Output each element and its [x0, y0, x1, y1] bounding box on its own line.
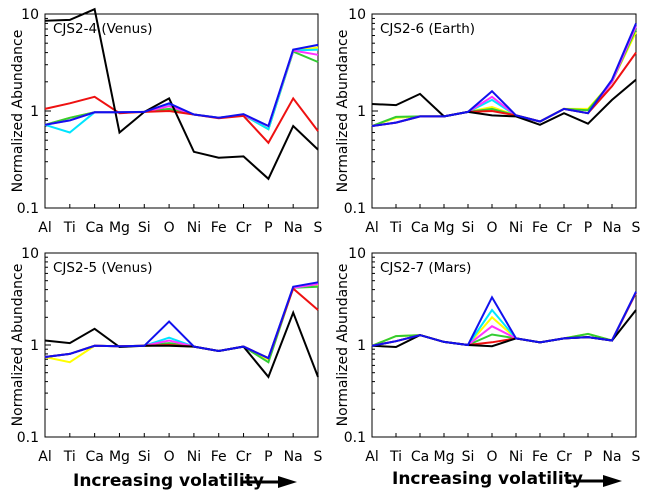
- x-tick-label: Si: [138, 220, 151, 236]
- y-tick-label: 0.1: [344, 430, 366, 446]
- series-line-black: [44, 309, 319, 379]
- x-tick-label: Ti: [63, 449, 76, 465]
- series-line-green: [44, 50, 319, 131]
- footer-label-right: Increasing volatility: [392, 469, 583, 489]
- panel-title: CJS2-5 (Venus): [53, 260, 153, 276]
- series-line-yellow: [44, 46, 319, 131]
- x-tick-label: Ti: [63, 220, 76, 236]
- series-line-black: [44, 7, 319, 181]
- x-tick-label: Ti: [389, 220, 402, 236]
- x-tick-label: Si: [462, 449, 475, 465]
- x-tick-label: O: [164, 449, 175, 465]
- x-tick-label: Ca: [411, 449, 429, 465]
- y-tick-label: 0.1: [17, 201, 39, 217]
- x-tick-label: Na: [284, 220, 303, 236]
- x-tick-label: Na: [284, 449, 303, 465]
- y-tick-label: 0.1: [17, 430, 39, 446]
- series-line-green: [371, 28, 637, 127]
- y-axis-title: Normalized Abundance: [335, 30, 351, 193]
- x-tick-label: Cr: [236, 220, 252, 236]
- y-tick-label: 10: [348, 7, 366, 23]
- x-tick-label: P: [264, 220, 272, 236]
- x-tick-label: Si: [138, 449, 151, 465]
- x-tick-label: Mg: [109, 220, 130, 236]
- right-arrow-icon: [242, 476, 297, 488]
- y-tick-label: 10: [21, 246, 39, 262]
- x-tick-label: Al: [38, 449, 51, 465]
- x-tick-label: Na: [602, 449, 621, 465]
- x-tick-label: P: [584, 220, 592, 236]
- x-tick-label: Mg: [434, 449, 455, 465]
- right-arrow-icon: [566, 475, 622, 487]
- chart-panel-1: 0.1 1 10 Al Ti Ca Mg Si O Ni Fe Cr P Na S Normalized Ab…: [10, 7, 323, 236]
- series-line-blue: [371, 291, 637, 347]
- series-line-cyan: [44, 48, 319, 134]
- y-tick-label: 1: [357, 338, 366, 354]
- chart-panel-4: 0.1 1 10 Al Ti Ca Mg Si O Ni Fe Cr P Na S Normalized Ab…: [335, 246, 641, 465]
- y-tick-label: 10: [21, 7, 39, 23]
- y-tick-label: 1: [30, 338, 39, 354]
- series-line-yellow: [44, 283, 319, 364]
- x-tick-label: Fe: [211, 220, 227, 236]
- x-tick-label: Mg: [109, 449, 130, 465]
- y-tick-label: 10: [348, 246, 366, 262]
- x-tick-label: P: [584, 449, 592, 465]
- y-tick-label: 0.1: [344, 201, 366, 217]
- y-tick-label: 1: [30, 104, 39, 120]
- plot-frame: [371, 252, 637, 438]
- x-tick-label: Al: [365, 449, 378, 465]
- x-tick-label: Fe: [532, 449, 548, 465]
- x-tick-label: Ca: [85, 449, 103, 465]
- x-tick-label: Mg: [434, 220, 455, 236]
- panel-title: CJS2-6 (Earth): [380, 21, 475, 37]
- series-line-blue: [371, 23, 637, 127]
- chart-panel-3: 0.1 1 10 Al Ti Ca Mg Si O Ni Fe Cr P Na S Normalized Ab…: [10, 246, 323, 465]
- x-tick-label: Ni: [509, 220, 523, 236]
- x-tick-label: Ca: [85, 220, 103, 236]
- x-tick-label: S: [632, 220, 641, 236]
- x-tick-label: Ni: [187, 449, 201, 465]
- x-tick-label: S: [314, 449, 323, 465]
- x-tick-label: Fe: [532, 220, 548, 236]
- y-tick-label: 1: [357, 104, 366, 120]
- footer-right: Increasing volatility: [392, 469, 622, 489]
- x-tick-label: Ni: [509, 449, 523, 465]
- panel-title: CJS2-4 (Venus): [53, 21, 153, 37]
- series-line-red: [44, 95, 319, 145]
- x-tick-label: Ni: [187, 220, 201, 236]
- chart-panel-2: 0.1 1 10 Al Ti Ca Mg Si O Ni Fe Cr P Na S Normalized Ab…: [335, 7, 641, 236]
- footer-left: Increasing volatility: [73, 471, 297, 491]
- x-tick-label: S: [314, 220, 323, 236]
- x-tick-label: Al: [365, 220, 378, 236]
- y-axis-title: Normalized Abundance: [10, 264, 26, 427]
- x-tick-label: Si: [462, 220, 475, 236]
- y-axis-title: Normalized Abundance: [335, 264, 351, 427]
- footer-label-left: Increasing volatility: [73, 471, 264, 491]
- x-tick-label: Na: [602, 220, 621, 236]
- x-tick-label: O: [486, 449, 497, 465]
- x-tick-label: Cr: [556, 449, 572, 465]
- x-tick-label: Ca: [411, 220, 429, 236]
- x-tick-label: O: [164, 220, 175, 236]
- x-tick-label: Al: [38, 220, 51, 236]
- chart-panels: 0.1 1 10 Al Ti Ca Mg Si O Ni Fe Cr P Na S Normalized Ab…: [10, 7, 641, 465]
- series-line-blue: [44, 43, 319, 128]
- x-tick-label: Cr: [236, 449, 252, 465]
- x-tick-label: O: [486, 220, 497, 236]
- x-tick-label: Ti: [389, 449, 402, 465]
- x-tick-label: S: [632, 449, 641, 465]
- series-line-black: [371, 78, 637, 126]
- x-tick-label: P: [264, 449, 272, 465]
- y-axis-title: Normalized Abundance: [10, 30, 26, 193]
- series-line-blue: [44, 281, 319, 360]
- panel-title: CJS2-7 (Mars): [380, 260, 471, 276]
- x-tick-label: Cr: [556, 220, 572, 236]
- x-tick-label: Fe: [211, 449, 227, 465]
